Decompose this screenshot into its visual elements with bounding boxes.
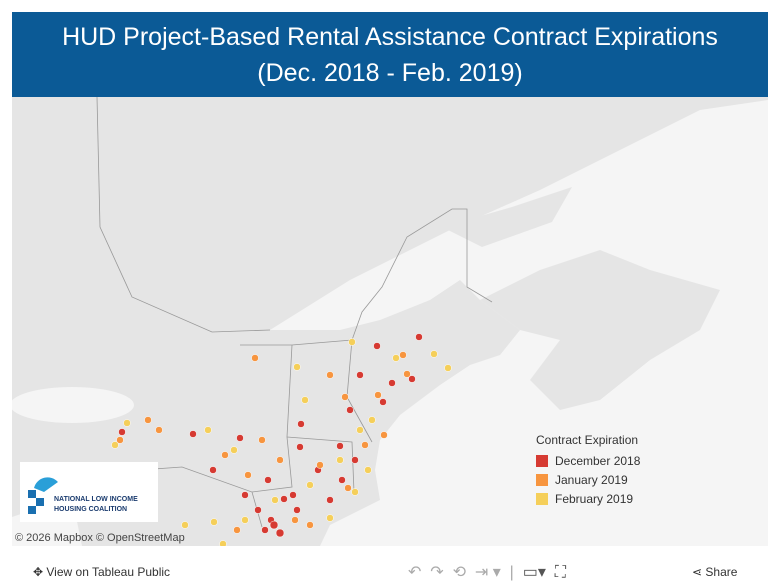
view-link[interactable]: ✥ View on Tableau Public	[33, 565, 171, 579]
view-label: View on Tableau Public	[46, 565, 171, 579]
toolbar: ✥ View on Tableau Public ↶ ↷ ⟲ ⇥ ▾ | ▭▾ …	[0, 556, 780, 585]
land	[442, 187, 572, 247]
title-bar: HUD Project-Based Rental Assistance Cont…	[12, 12, 768, 97]
toolbar-icons: ↶ ↷ ⟲ ⇥ ▾ | ▭▾ ⛶	[408, 564, 566, 581]
points	[111, 333, 452, 546]
logo-text: HOUSING COALITION	[54, 506, 128, 513]
legend-label: January 2019	[555, 472, 628, 487]
lake	[12, 387, 134, 423]
logo-icon	[28, 477, 58, 514]
logo-text: NATIONAL LOW INCOME	[54, 496, 138, 503]
legend: Contract Expiration December 2018 Januar…	[536, 433, 640, 508]
share-button[interactable]: ⋖ Share	[692, 565, 738, 579]
attribution: © 2026 Mapbox © OpenStreetMap	[15, 532, 185, 544]
legend-item[interactable]: January 2019	[536, 470, 640, 489]
legend-item[interactable]: December 2018	[536, 451, 640, 470]
legend-label: December 2018	[555, 453, 641, 468]
subtitle: (Dec. 2018 - Feb. 2019)	[257, 59, 523, 87]
legend-title: Contract Expiration	[536, 433, 639, 447]
share-label: Share	[705, 565, 738, 579]
land	[480, 250, 720, 410]
title: HUD Project-Based Rental Assistance Cont…	[62, 23, 718, 51]
legend-label: February 2019	[555, 491, 634, 506]
logo: NATIONAL LOW INCOME HOUSING COALITION	[20, 462, 158, 522]
legend-item[interactable]: February 2019	[536, 489, 640, 508]
